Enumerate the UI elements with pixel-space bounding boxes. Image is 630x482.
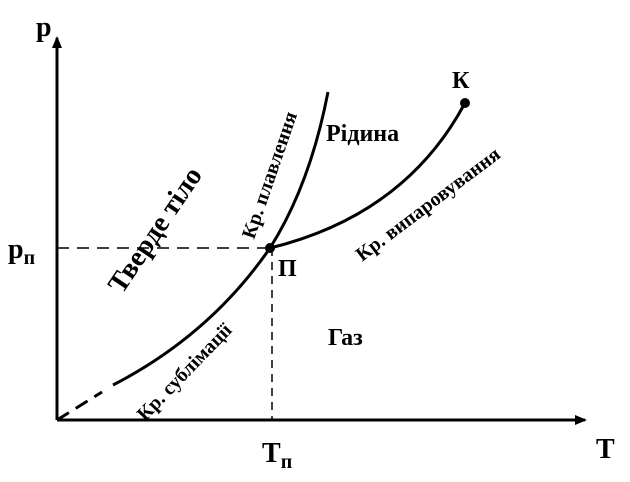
tick-sub: п [24, 247, 36, 269]
melting-curve [268, 91, 330, 249]
liquid-region-label: Рідина [326, 121, 399, 147]
y-axis-label: p [36, 12, 52, 43]
sublimation-curve-label: Кр. сублімації [133, 319, 237, 426]
triple-point-label: П [278, 256, 297, 282]
vaporization-curve [269, 102, 467, 250]
critical-point [460, 98, 470, 108]
melting-curve-label: Кр. плавлення [238, 109, 302, 242]
sublimation-extrapolation [56, 390, 103, 422]
solid-region-label: Тверде тіло [102, 161, 209, 298]
gas-region-label: Газ [328, 325, 363, 351]
critical-point-label: К [452, 68, 470, 94]
triple-point [265, 243, 275, 253]
tick-main: p [8, 234, 24, 265]
y-tick-label: pп [8, 234, 35, 269]
tick-main: T [262, 438, 281, 469]
x-tick-label: Tп [262, 438, 292, 473]
sublimation-curve [112, 247, 272, 387]
tick-sub: п [281, 451, 293, 473]
x-axis-label: T [596, 434, 615, 465]
